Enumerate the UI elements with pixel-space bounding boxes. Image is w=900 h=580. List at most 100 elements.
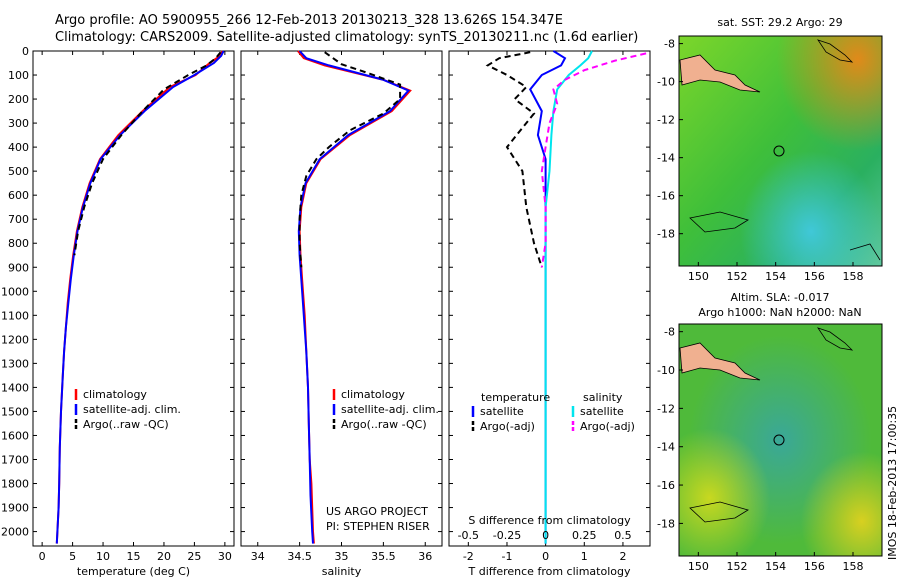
- y-tick-label: 200: [8, 93, 29, 106]
- project-annotation: US ARGO PROJECT: [326, 505, 428, 518]
- x-tick-label: 20: [157, 550, 171, 563]
- legend-temperature: climatology satellite-adj. clim. Argo(..ra…: [74, 388, 181, 431]
- x-tick-label: 35: [335, 550, 349, 563]
- x-tick-label: 15: [127, 550, 141, 563]
- map-y-tick-label: -12: [657, 402, 675, 415]
- legend-differences: temperature salinitysatelliteArgo(-adj)sa…: [458, 391, 635, 542]
- series-line-1: [529, 50, 567, 544]
- map-x-tick-label: 158: [843, 560, 864, 573]
- sla-map-title-line2: Argo h1000: NaN h2000: NaN: [698, 306, 861, 319]
- sst-map-frame: [678, 35, 883, 267]
- legend-title-salinity: salinity: [583, 391, 623, 404]
- figure-title-line1: Argo profile: AO 5900955_266 12-Feb-2013…: [55, 13, 563, 28]
- y-tick-label: 0: [22, 45, 29, 58]
- panel-frame: [240, 50, 443, 547]
- x-tick-label: 0: [542, 550, 549, 563]
- panel-temperature: 0100200300400500600700800900100011001200…: [1, 45, 235, 578]
- y-tick-label: 400: [8, 141, 29, 154]
- sst-reef-outline: [689, 211, 749, 233]
- sst-map: [678, 35, 883, 267]
- legend-label: satellite-adj. clim.: [83, 403, 181, 416]
- map-y-tick-label: -18: [657, 517, 675, 530]
- legend-salinity: climatology satellite-adj. clim. Argo(..ra…: [332, 388, 439, 431]
- legend-label: Argo(..raw -QC): [341, 418, 427, 431]
- map-y-tick-label: -12: [657, 114, 675, 127]
- sst-argo-location-marker: [773, 145, 785, 157]
- s-diff-tick-label: 0: [542, 529, 549, 542]
- sla-reef-outline: [689, 501, 749, 523]
- legend-title-temperature: temperature: [481, 391, 550, 404]
- map-y-tick-label: -10: [657, 364, 675, 377]
- sst-land-new-guinea: [679, 54, 761, 93]
- x-tick-label: 1: [581, 550, 588, 563]
- y-tick-label: 900: [8, 261, 29, 274]
- x-axis-label-salinity-diff: S difference from climatology: [468, 514, 631, 527]
- footer-timestamp-vertical: IMOS 18-Feb-2013 17:00:35: [886, 405, 899, 560]
- y-tick-label: 1300: [1, 357, 29, 370]
- map-y-tick-label: -8: [664, 326, 675, 339]
- y-tick-label: 600: [8, 189, 29, 202]
- map-x-tick-label: 158: [843, 270, 864, 283]
- s-diff-tick-label: 0.25: [572, 529, 597, 542]
- sst-map-title: sat. SST: 29.2 Argo: 29: [717, 16, 842, 29]
- sla-argo-location-marker: [773, 434, 785, 446]
- x-axis-label: salinity: [322, 565, 362, 578]
- map-y-tick-label: -10: [657, 76, 675, 89]
- y-tick-label: 1100: [1, 309, 29, 322]
- x-tick-label: 35.5: [371, 550, 396, 563]
- map-y-tick-label: -16: [657, 479, 675, 492]
- pi-annotation: PI: STEPHEN RISER: [326, 520, 430, 533]
- legend-label: Argo(..raw -QC): [83, 418, 169, 431]
- sla-map-frame: [678, 323, 883, 557]
- figure-title-line2: Climatology: CARS2009. Satellite-adjuste…: [55, 30, 639, 45]
- y-tick-label: 1500: [1, 405, 29, 418]
- map-x-tick-label: 154: [765, 560, 786, 573]
- y-tick-label: 1200: [1, 333, 29, 346]
- legend-label: Argo(-adj): [480, 420, 535, 433]
- map-y-tick-label: -14: [657, 441, 675, 454]
- x-tick-label: 10: [96, 550, 110, 563]
- series-line-1: [297, 50, 412, 544]
- map-y-tick-label: -14: [657, 152, 675, 165]
- series-line-1: [55, 50, 224, 544]
- y-tick-label: 1800: [1, 478, 29, 491]
- salinity-annotations: US ARGO PROJECT PI: STEPHEN RISER: [326, 505, 430, 533]
- series-line-3: [298, 51, 402, 268]
- sla-coast-solomons: [817, 327, 854, 351]
- sst-coast-se: [849, 243, 881, 261]
- series-line-2: [297, 50, 411, 544]
- panel-differences: -2 -1 0 1 2 T difference from climatology: [448, 50, 651, 578]
- map-x-tick-label: 152: [727, 560, 748, 573]
- s-diff-tick-label: 0.5: [614, 529, 632, 542]
- x-tick-label: 34.5: [287, 550, 312, 563]
- y-tick-label: 1700: [1, 453, 29, 466]
- x-tick-label: 34: [251, 550, 265, 563]
- x-tick-label: -2: [463, 550, 474, 563]
- y-tick-label: 500: [8, 165, 29, 178]
- y-tick-label: 800: [8, 237, 29, 250]
- series-line-4: [540, 52, 647, 268]
- x-tick-label: 30: [218, 550, 232, 563]
- x-axis-label: temperature (deg C): [77, 565, 190, 578]
- y-tick-label: 1900: [1, 502, 29, 515]
- panel-frame: [32, 50, 235, 547]
- map-x-tick-label: 150: [688, 560, 709, 573]
- map-x-tick-label: 154: [765, 270, 786, 283]
- sst-coast-solomons: [817, 39, 854, 63]
- y-tick-label: 1000: [1, 285, 29, 298]
- y-tick-label: 100: [8, 69, 29, 82]
- map-y-tick-label: -8: [664, 38, 675, 51]
- s-diff-tick-label: -0.25: [493, 529, 521, 542]
- x-tick-label: 36: [418, 550, 432, 563]
- sla-map: [678, 323, 883, 557]
- map-y-tick-label: -18: [657, 228, 675, 241]
- map-x-tick-label: 156: [804, 270, 825, 283]
- legend-label: climatology: [341, 388, 405, 401]
- x-axis-label: T difference from climatology: [468, 565, 631, 578]
- series-line-3: [544, 50, 593, 544]
- series-line-2: [485, 51, 543, 268]
- y-tick-label: 700: [8, 213, 29, 226]
- legend-label: satellite: [480, 405, 524, 418]
- series-line-3: [73, 51, 222, 256]
